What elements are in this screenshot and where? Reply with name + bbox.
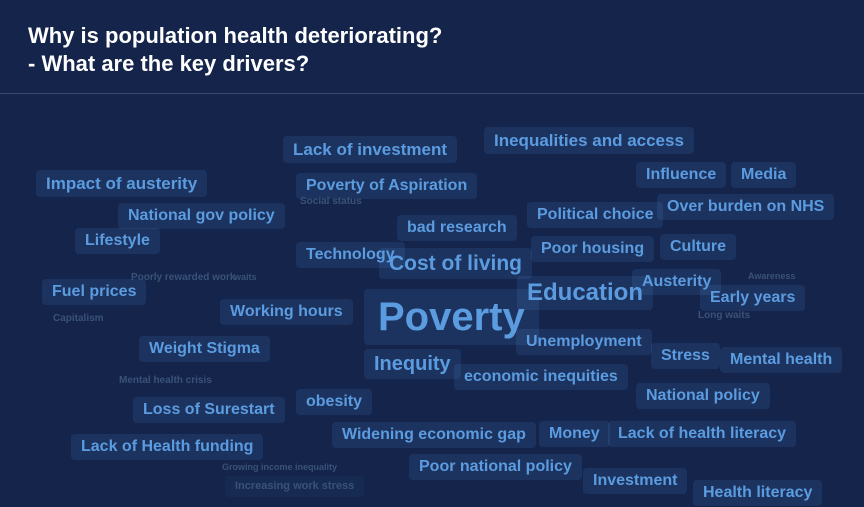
- word-growing-income-inequality: Growing income inequality: [222, 463, 337, 472]
- word-poverty: Poverty: [364, 289, 539, 345]
- word-lifestyle: Lifestyle: [75, 228, 160, 254]
- word-influence: Influence: [636, 162, 726, 188]
- word-mental-health: Mental health: [720, 347, 842, 373]
- word-mental-health-crisis: Mental health crisis: [119, 376, 212, 386]
- word-awareness: Awareness: [748, 272, 795, 281]
- word-long-waits: Long waits: [698, 311, 750, 321]
- word-bad-research: bad research: [397, 215, 517, 241]
- word-inequity: Inequity: [364, 349, 461, 379]
- word-loss-of-surestart: Loss of Surestart: [133, 397, 285, 423]
- word-health-literacy: Health literacy: [693, 480, 822, 506]
- word-investment: Investment: [583, 468, 687, 494]
- word-poor-housing: Poor housing: [531, 236, 654, 262]
- word-lack-of-investment: Lack of investment: [283, 136, 457, 163]
- word-increasing-work-stress: Increasing work stress: [225, 476, 364, 497]
- word-cloud: PovertyEducationCost of livingInequityIn…: [0, 0, 864, 507]
- word-inequalities-and-access: Inequalities and access: [484, 127, 694, 154]
- word-impact-of-austerity: Impact of austerity: [36, 170, 207, 197]
- word-widening-economic-gap: Widening economic gap: [332, 422, 536, 448]
- word-early-years: Early years: [700, 285, 805, 311]
- word-capitalism: Capitalism: [53, 314, 104, 324]
- word-obesity: obesity: [296, 389, 372, 415]
- word-political-choice: Political choice: [527, 202, 663, 228]
- word-stress: Stress: [651, 343, 720, 369]
- word-money: Money: [539, 421, 610, 447]
- word-lack-of-health-funding: Lack of Health funding: [71, 434, 263, 460]
- word-unemployment: Unemployment: [516, 329, 652, 355]
- word-national-gov-policy: National gov policy: [118, 203, 285, 229]
- word-weight-stigma: Weight Stigma: [139, 336, 270, 362]
- word-over-burden-on-nhs: Over burden on NHS: [657, 194, 834, 220]
- word-poor-national-policy: Poor national policy: [409, 454, 582, 480]
- word-culture: Culture: [660, 234, 736, 260]
- word-working-hours: Working hours: [220, 299, 353, 325]
- word-poorly-rewarded-work: Poorly rewarded work: [131, 273, 235, 283]
- word-media: Media: [731, 162, 796, 188]
- word-national-policy: National policy: [636, 383, 770, 409]
- word-social-status: Social status: [300, 197, 362, 207]
- word-waits: waits: [234, 273, 257, 282]
- word-economic-inequities: economic inequities: [454, 364, 628, 390]
- word-technology: Technology: [296, 242, 405, 268]
- word-lack-of-health-literacy: Lack of health literacy: [608, 421, 796, 447]
